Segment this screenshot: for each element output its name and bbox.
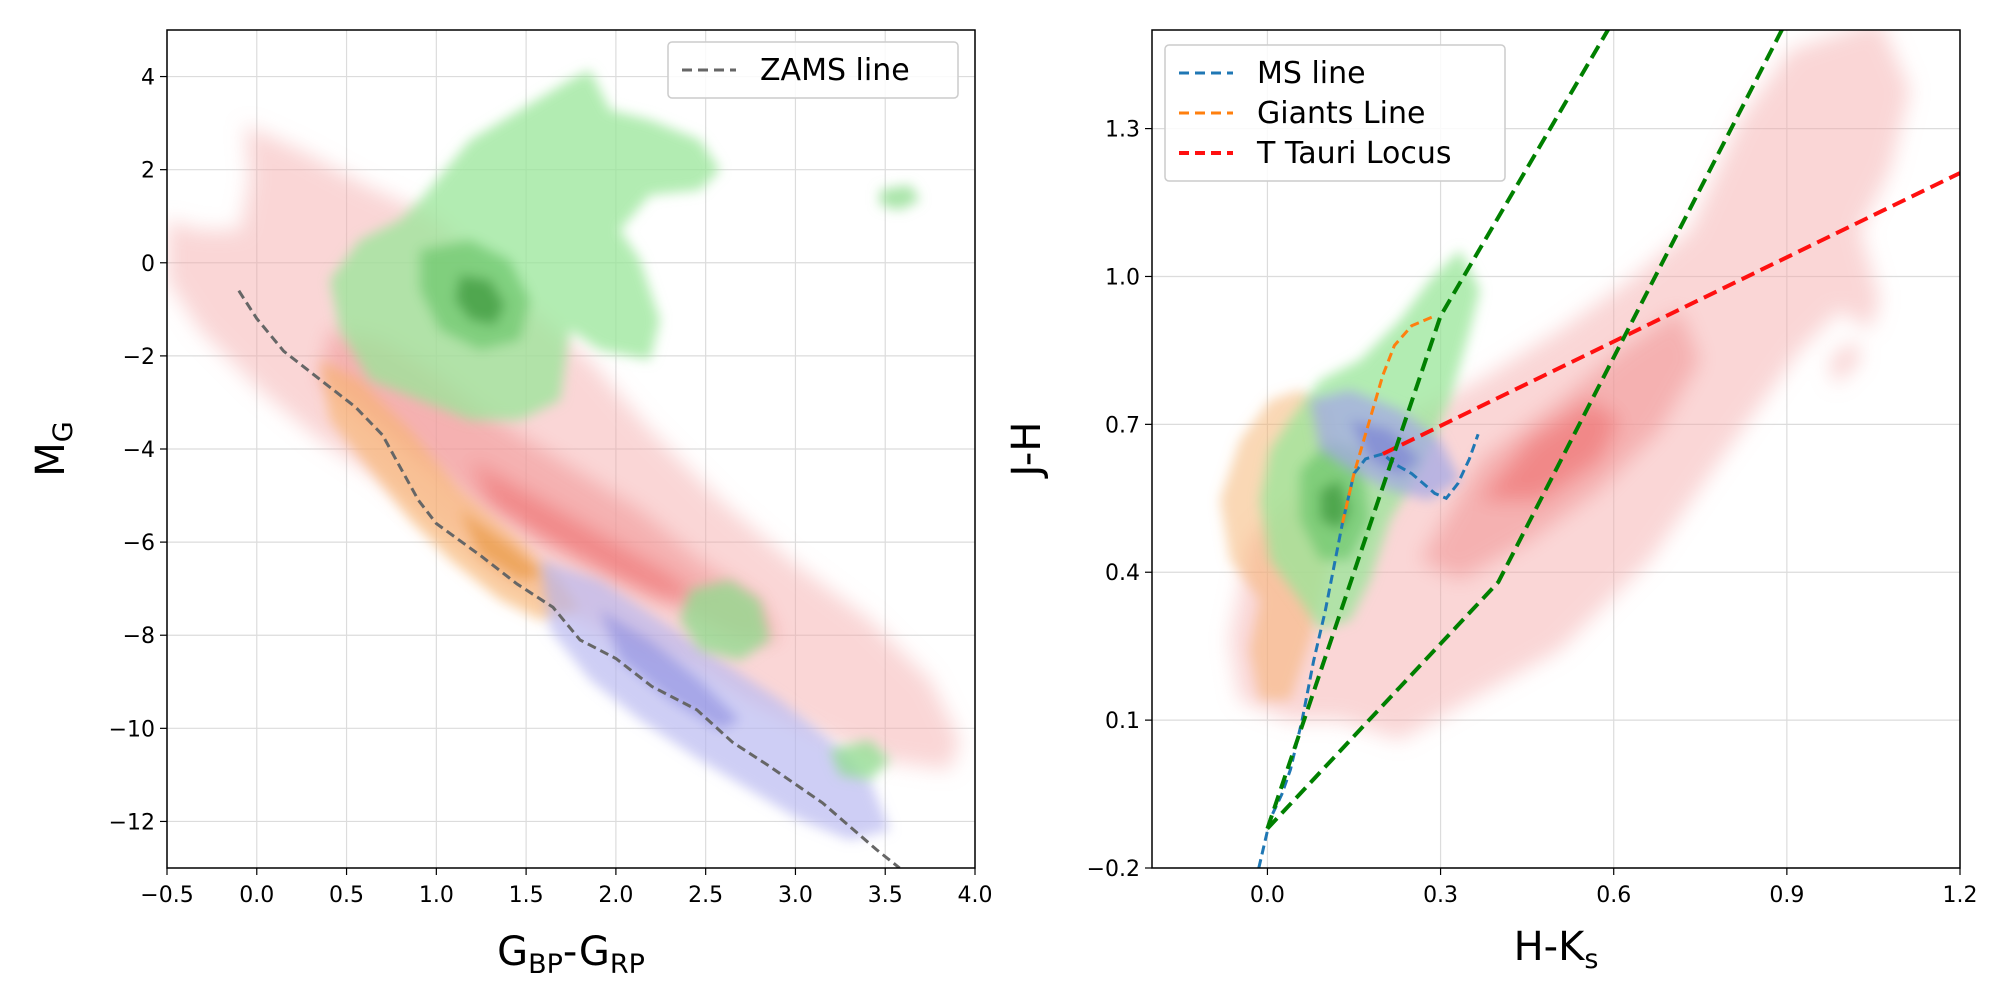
x-tick-label: 2.5 <box>688 883 723 908</box>
x-tick-label: 2.0 <box>598 883 633 908</box>
density-layers <box>1220 30 1910 740</box>
legend-box <box>1164 44 1506 182</box>
legend-label: MS line <box>1257 56 1366 91</box>
y-tick-label: 0.1 <box>1105 709 1140 734</box>
x-tick-label: 0.0 <box>1250 883 1285 908</box>
legend-label: Giants Line <box>1257 96 1425 131</box>
ticks: 0.0 0.3 0.6 0.9 1.2 −0.2 0.1 0.4 0.7 1.0 1.3 <box>1087 118 1978 908</box>
y-tick-label: 0.7 <box>1105 413 1140 438</box>
legend: MS line Giants Line T Tauri Locus <box>1164 44 1506 182</box>
y-tick-label: 0 <box>141 252 155 277</box>
y-tick-label: −0.2 <box>1087 857 1140 882</box>
x-axis-label: H-Ks <box>1514 924 1599 975</box>
y-tick-label: −8 <box>123 624 155 649</box>
x-tick-label: 3.0 <box>778 883 813 908</box>
x-label-g1: G <box>497 929 528 975</box>
t-tauri-locus-line <box>1382 171 1960 456</box>
y-tick-label: −2 <box>123 345 155 370</box>
x-label-sub2: RP <box>610 949 645 980</box>
x-tick-label: 0.9 <box>1769 883 1804 908</box>
reddening-band-lower-line <box>1265 30 1785 830</box>
legend-label: T Tauri Locus <box>1256 136 1452 171</box>
cmd-panel: −0.5 0.0 0.5 1.0 1.5 2.0 2.5 3.0 3.5 4.0 4 2 0 −2 −4 −6… <box>28 29 993 980</box>
legend-box <box>667 41 959 99</box>
red-density-contours <box>1230 30 1910 740</box>
blue-density-contours <box>1310 390 1460 500</box>
y-label-sub: G <box>48 421 79 442</box>
axes-frame <box>1151 29 1961 869</box>
legend-label: ZAMS line <box>760 53 910 88</box>
blue-density-contours <box>540 560 890 840</box>
x-tick-label: 0.5 <box>329 883 364 908</box>
y-axis-label: J-H <box>1004 422 1050 480</box>
y-axis-label: MG <box>28 421 79 476</box>
x-label-main: H-K <box>1514 924 1587 970</box>
x-tick-label: 1.2 <box>1943 883 1978 908</box>
x-label-sub: s <box>1584 944 1598 975</box>
x-tick-label: 1.5 <box>509 883 544 908</box>
x-axis-label: GBP-GRP <box>497 929 645 980</box>
y-tick-label: −12 <box>109 810 155 835</box>
density-layers <box>167 70 960 840</box>
ms-line-line <box>1257 433 1480 868</box>
line-series <box>237 289 901 868</box>
color-color-panel: 0.0 0.3 0.6 0.9 1.2 −0.2 0.1 0.4 0.7 1.0 1.3 MS li… <box>1004 29 1978 975</box>
x-tick-label: −0.5 <box>140 883 193 908</box>
line-series <box>1257 30 1960 868</box>
legend: ZAMS line <box>667 41 959 99</box>
y-tick-label: 0.4 <box>1105 561 1140 586</box>
y-tick-label: −6 <box>123 531 155 556</box>
x-tick-label: 0.6 <box>1596 883 1631 908</box>
giants-line-line <box>1341 314 1436 524</box>
y-tick-label: 1.3 <box>1105 118 1140 143</box>
reddening-band-upper-line <box>1265 30 1611 830</box>
y-label-main: M <box>28 442 74 477</box>
x-tick-label: 1.0 <box>419 883 454 908</box>
x-label-sub1: BP <box>528 949 563 980</box>
x-tick-label: 0.0 <box>239 883 274 908</box>
x-tick-label: 0.3 <box>1423 883 1458 908</box>
green-density-contours <box>330 70 920 780</box>
x-tick-label: 3.5 <box>868 883 903 908</box>
x-tick-label: 4.0 <box>958 883 993 908</box>
zams-line-line <box>237 289 901 868</box>
ticks: −0.5 0.0 0.5 1.0 1.5 2.0 2.5 3.0 3.5 4.0 4 2 0 −2 −4 −6… <box>109 66 993 908</box>
y-tick-label: −4 <box>123 438 155 463</box>
x-label-mid: -G <box>563 929 610 975</box>
y-tick-label: 4 <box>141 66 155 91</box>
y-tick-label: 2 <box>141 159 155 184</box>
orange-density-contours <box>320 360 580 620</box>
y-tick-label: 1.0 <box>1105 265 1140 290</box>
y-tick-label: −10 <box>109 717 155 742</box>
